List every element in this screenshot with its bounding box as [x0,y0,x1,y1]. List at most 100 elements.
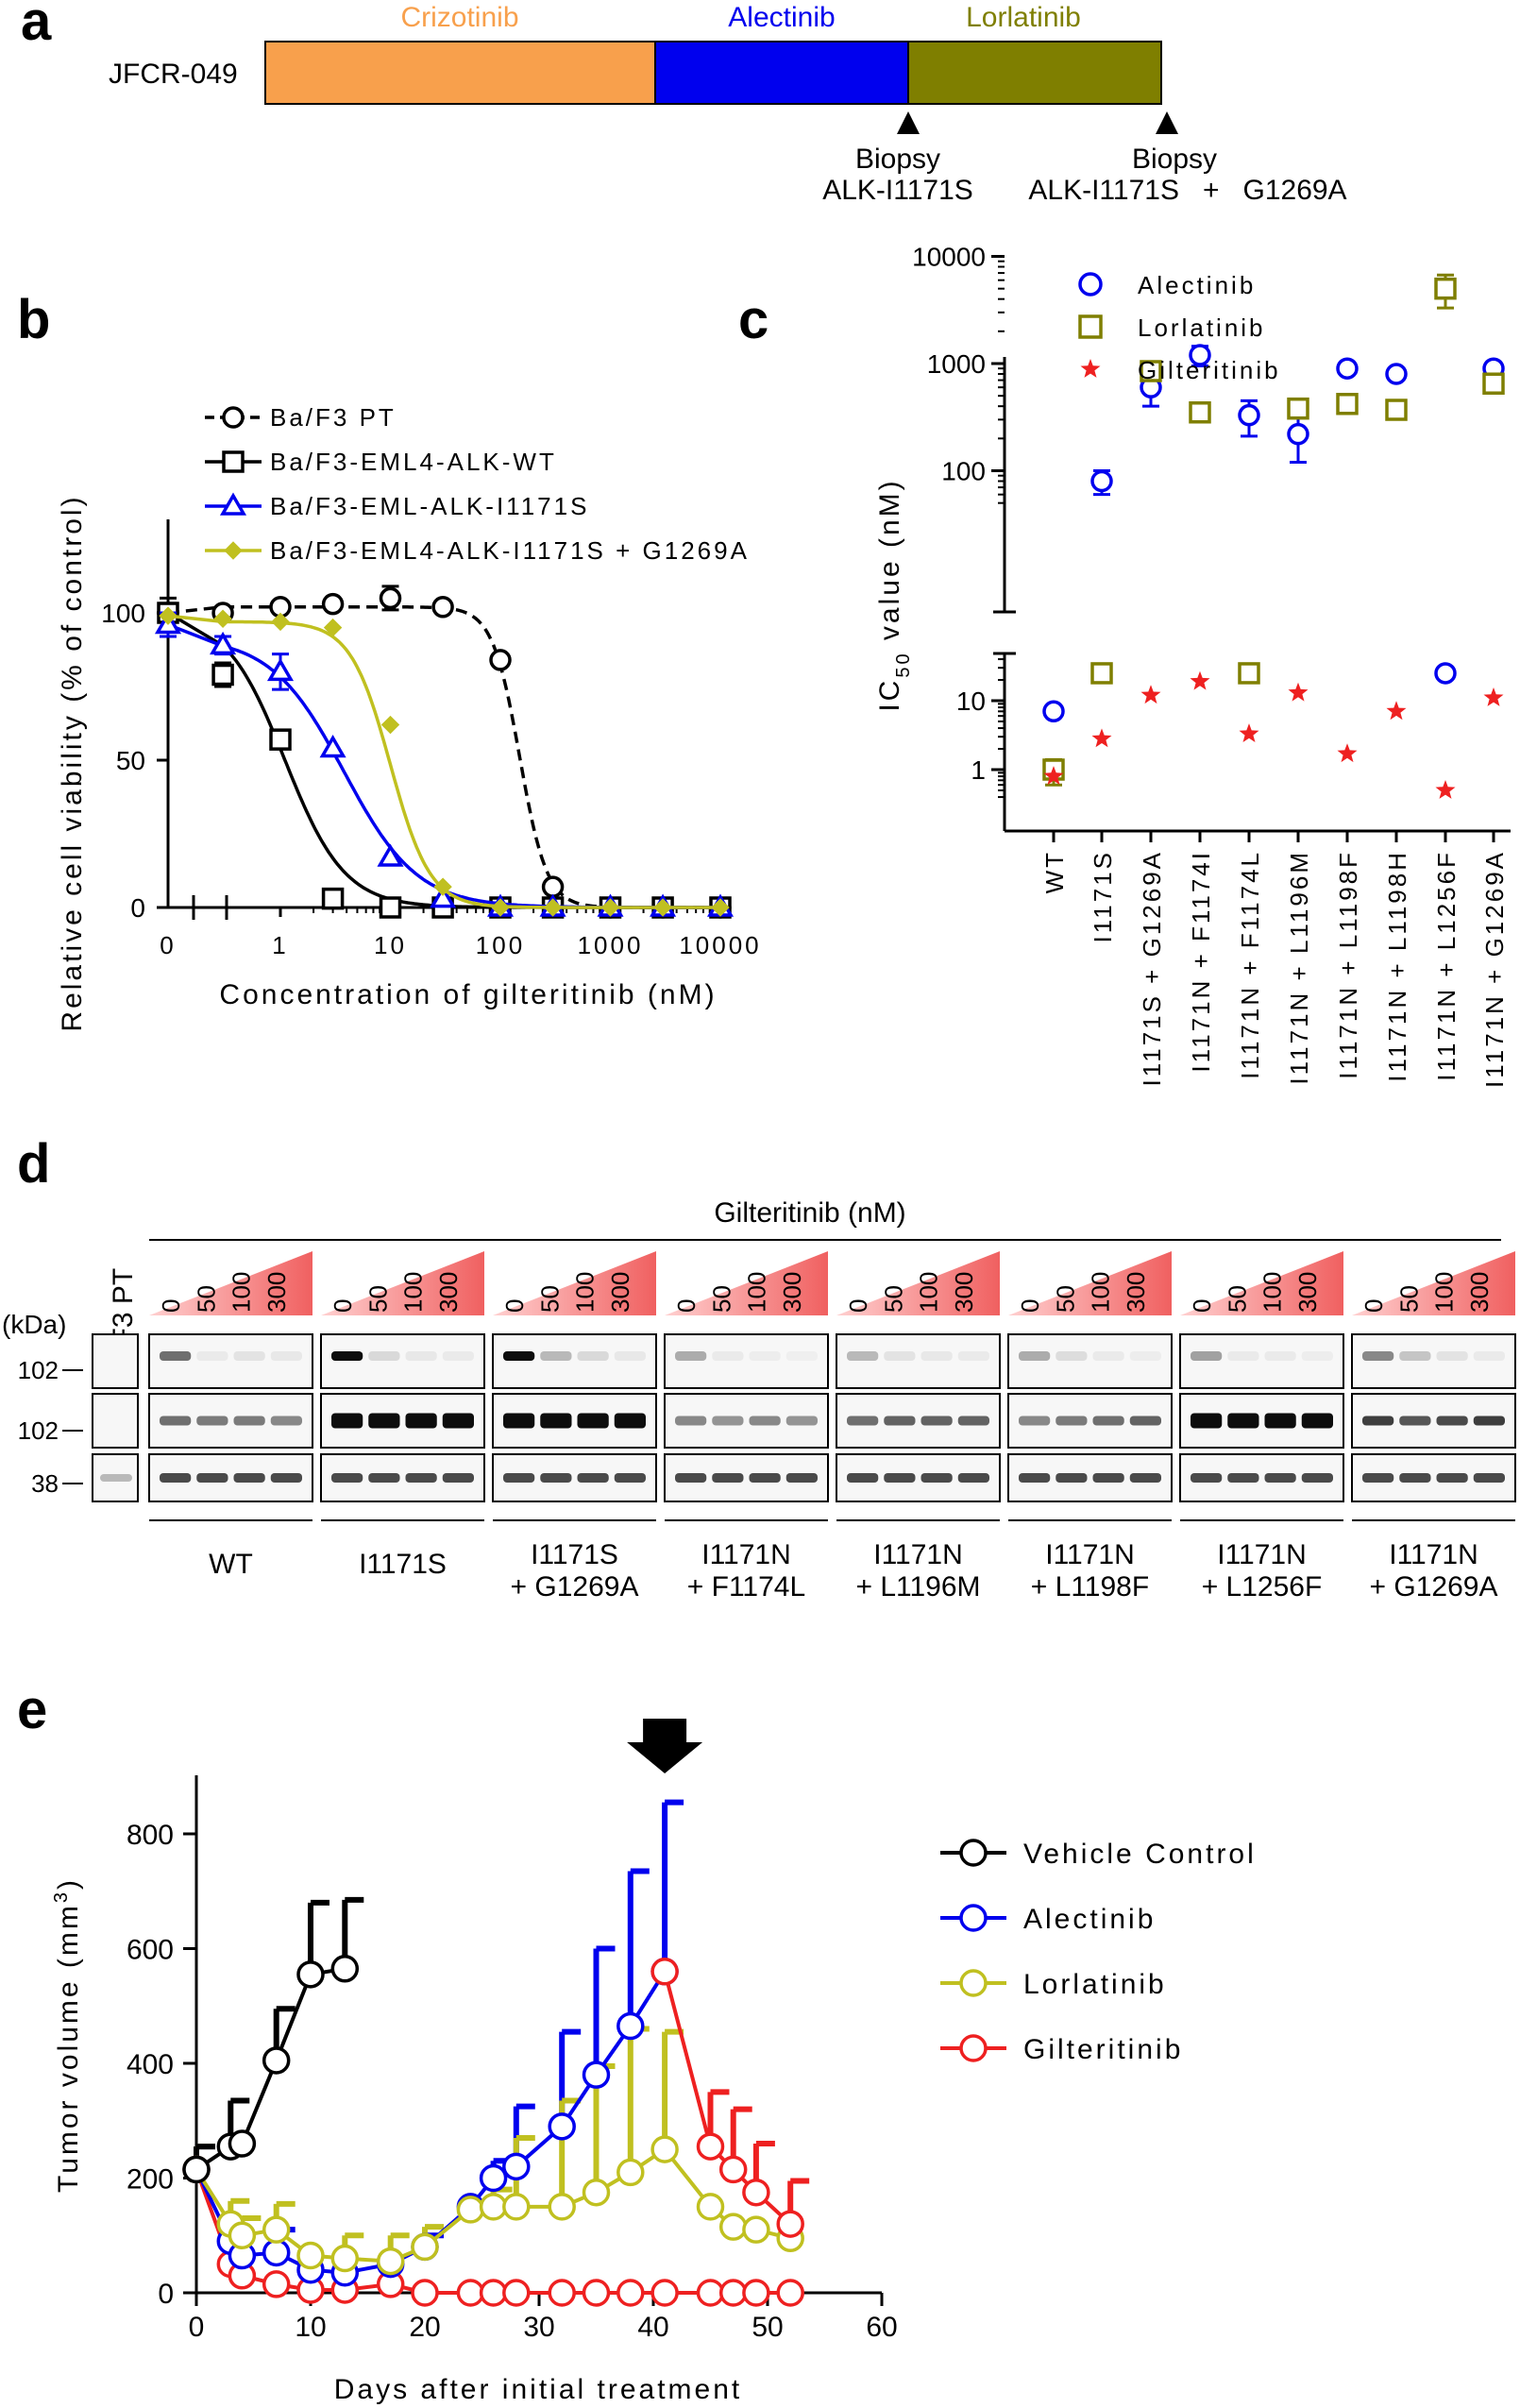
lane-label2-4: + L1196M [855,1571,980,1603]
data-point-2 [1140,685,1161,704]
band [1191,1473,1223,1483]
legend-marker-1 [222,450,245,473]
y-tick-label: 100 [101,599,145,628]
band [160,1416,192,1426]
data-point-4 [776,2210,804,2238]
dose-label: 0 [844,1299,872,1313]
panel-label-e: e [17,1679,47,1740]
lane-label-1: I1171S [359,1549,447,1580]
data-point-3 [600,898,620,917]
data-point-3 [548,2279,576,2307]
band [233,1416,265,1426]
band [1399,1416,1431,1426]
alectinib-label: Alectinib [728,2,835,33]
data-point-0 [1042,700,1065,723]
data-point-3 [213,609,232,628]
band [540,1473,572,1483]
blot-box-parent [92,1453,139,1502]
band [712,1351,744,1361]
x-tick-label: 1 [272,931,288,959]
y-tick-label: 100 [941,457,986,486]
data-point-2 [582,2178,611,2207]
x-axis-title: Days after initial treatment [334,2374,742,2405]
lane-label2-2: + G1269A [511,1571,639,1603]
band [160,1473,192,1483]
x-category-label: I1171N + F1174I [1187,850,1215,1073]
blot-box-2 [492,1333,657,1389]
legend-label-0: Alectinib [1138,271,1256,299]
band [442,1413,474,1429]
data-point-0 [1385,363,1408,385]
data-point-0 [330,1955,360,1983]
legend-marker-2 [219,492,247,516]
data-point-0 [228,2129,257,2158]
data-point-2 [296,2241,325,2270]
data-point-2 [430,885,457,908]
blot-box-3 [664,1393,829,1449]
x-tick-label: 10 [295,2312,326,2343]
band [1399,1473,1431,1483]
data-point-2 [319,735,346,758]
band [1019,1473,1051,1483]
band [233,1351,265,1361]
lane-label-3: I1171N [701,1539,791,1570]
x-category-label: I1171N + F1174L [1236,850,1264,1079]
band [577,1351,609,1361]
data-point-3 [742,2279,770,2307]
dose-label: 0 [1188,1299,1216,1313]
data-point-3 [479,2279,508,2307]
band [712,1416,744,1426]
data-point-1 [211,663,234,687]
data-point-2 [479,2193,508,2221]
dose-label: 100 [1430,1272,1459,1313]
y-tick-label: 400 [127,2049,174,2080]
blot-box-3 [664,1333,829,1389]
data-point-0 [1434,662,1457,685]
band [196,1416,228,1426]
band [331,1413,363,1429]
patient-id: JFCR-049 [109,59,238,90]
band [884,1416,916,1426]
band [503,1473,535,1483]
data-point-1 [1434,277,1457,300]
x-tick-label: 20 [409,2312,440,2343]
blot-box-7 [1351,1333,1516,1389]
data-point-2 [650,2135,679,2163]
data-point-0 [1090,469,1113,493]
band [270,1473,302,1483]
fit-curve-3 [223,619,725,909]
y-tick-label: 10000 [912,243,986,272]
data-point-3 [653,898,672,917]
x-tick-label: 30 [523,2312,554,2343]
data-point-2 [616,2158,645,2187]
biopsy-1-mutation: ALK-I1171S [822,175,973,206]
band [920,1473,953,1483]
band [1362,1416,1394,1426]
band [331,1351,363,1361]
data-point-3 [433,877,452,896]
band [1301,1473,1333,1483]
y-tick-label: 0 [130,893,145,923]
band [1191,1413,1223,1429]
dose-ramp-0 [149,1251,312,1315]
data-point-2 [1288,682,1309,702]
panel-a: JFCR-049 Crizotinib Alectinib Lorlatinib… [109,2,1347,206]
band [1227,1351,1259,1361]
data-point-2 [266,657,295,682]
kda-label: (kDa) [2,1310,66,1339]
data-point-2 [1190,670,1210,690]
data-point-3 [616,2279,645,2307]
data-point-1 [582,2060,611,2089]
band [1264,1351,1296,1361]
dose-label: 300 [1293,1272,1322,1313]
dose-label: 100 [915,1272,943,1313]
legend-label-1: Alectinib [1023,1904,1156,1935]
band [503,1351,535,1361]
data-point-1 [321,887,345,910]
band [675,1473,707,1483]
data-point-0 [182,2155,211,2184]
data-point-1 [1336,393,1359,415]
data-point-2 [1239,723,1259,742]
